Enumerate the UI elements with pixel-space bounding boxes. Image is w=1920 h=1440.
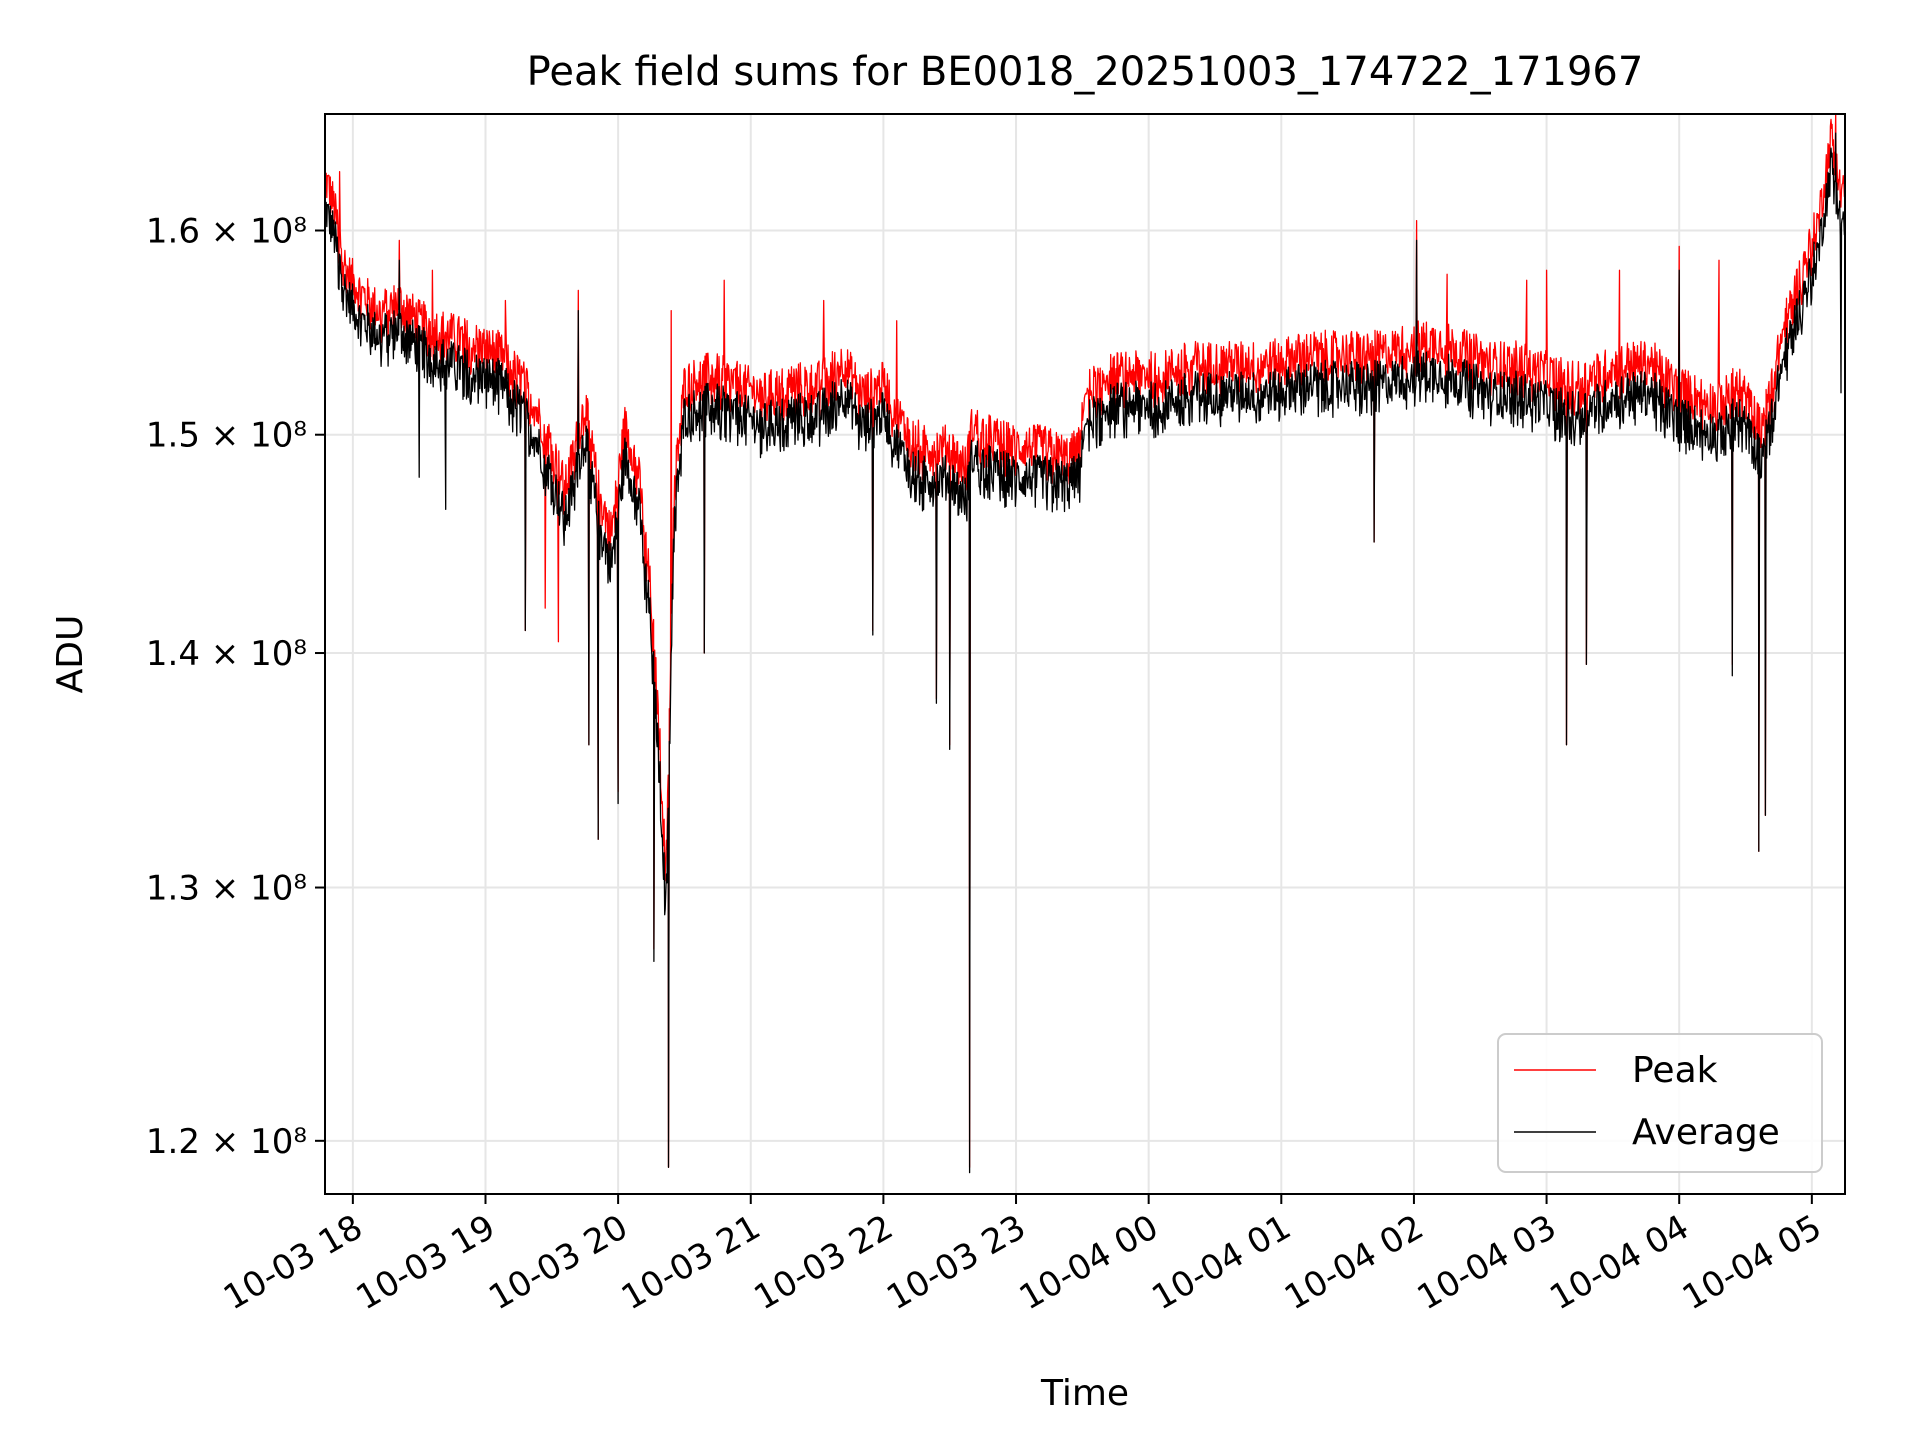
legend: Peak Average <box>1497 1033 1823 1173</box>
y-tick-label: 1.6 × 10⁸ <box>146 211 307 251</box>
y-axis-ticks: 1.2 × 10⁸ 1.3 × 10⁸ 1.4 × 10⁸ 1.5 × 10⁸ 1.6 … <box>146 211 325 1162</box>
y-tick-label: 1.5 × 10⁸ <box>146 416 307 456</box>
y-tick-label: 1.2 × 10⁸ <box>146 1122 307 1162</box>
y-axis-label: ADU <box>50 615 91 694</box>
chart-title: Peak field sums for BE0018_20251003_1747… <box>527 49 1644 95</box>
legend-label-average: Average <box>1632 1112 1780 1153</box>
series-line-average <box>324 132 1846 1174</box>
y-tick-label: 1.3 × 10⁸ <box>146 869 307 909</box>
legend-label-peak: Peak <box>1632 1050 1718 1091</box>
y-tick-label: 1.4 × 10⁸ <box>146 634 307 674</box>
legend-box <box>1497 1033 1823 1173</box>
x-axis-label: Time <box>1040 1373 1129 1414</box>
series-layer <box>324 113 1846 1174</box>
